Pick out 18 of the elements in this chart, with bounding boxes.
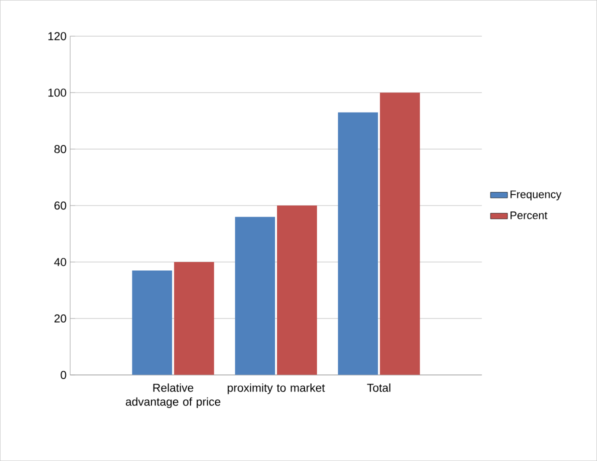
bar xyxy=(235,216,276,375)
y-tick-label: 20 xyxy=(54,314,66,322)
x-tick-label: Total xyxy=(367,383,390,392)
bar xyxy=(132,270,172,375)
y-tick-label: 100 xyxy=(48,88,66,97)
x-tick-label: proximity to market xyxy=(228,383,325,394)
bar xyxy=(277,206,317,375)
legend-label: Percent xyxy=(510,212,548,220)
y-tick-label: 80 xyxy=(54,145,66,154)
y-tick-label: 40 xyxy=(54,258,66,266)
bar xyxy=(174,262,214,375)
y-tick-label: 60 xyxy=(54,201,66,210)
y-tick-label: 0 xyxy=(60,370,66,379)
bar xyxy=(338,112,378,375)
legend-label: Frequency xyxy=(510,190,562,200)
x-tick-label: Relative advantage of price xyxy=(126,383,220,408)
y-tick-label: 120 xyxy=(48,32,66,40)
bar xyxy=(380,92,420,375)
